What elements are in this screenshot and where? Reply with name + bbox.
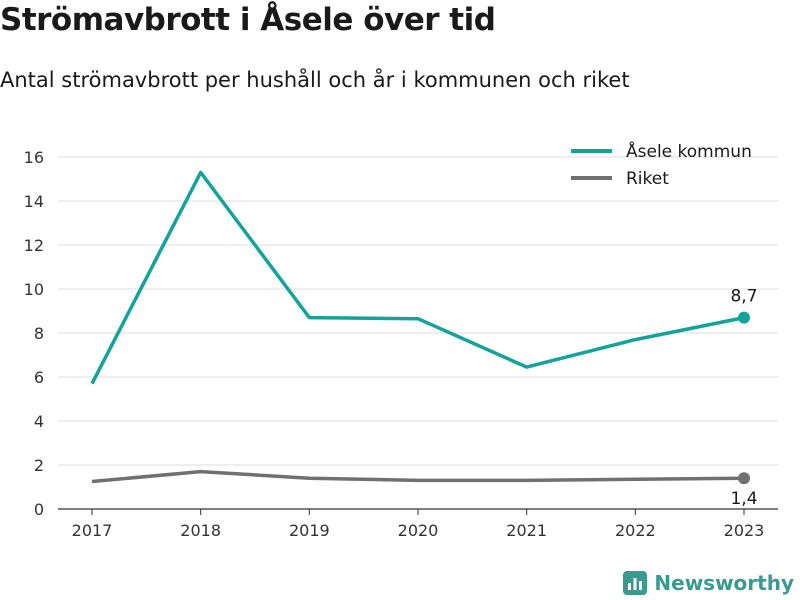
y-tick-label: 16 (24, 148, 44, 167)
legend: Åsele kommun Riket (571, 140, 752, 189)
y-tick-label: 6 (34, 368, 44, 387)
y-tick-label: 12 (24, 236, 44, 255)
x-tick-label: 2023 (724, 521, 765, 540)
x-axis: 2017 2018 2019 2020 2021 2022 2023 (58, 508, 778, 540)
newsworthy-logo-icon (623, 571, 648, 595)
series-end-point (738, 311, 750, 324)
x-tick-label: 2021 (506, 521, 547, 540)
y-tick-label: 10 (24, 280, 44, 299)
data-label: 1,4 (730, 489, 757, 509)
x-tick-label: 2020 (398, 521, 439, 540)
legend-label: Åsele kommun (626, 140, 752, 162)
series-end-point (738, 472, 750, 485)
series-line (91, 469, 745, 484)
y-tick-label: 0 (34, 500, 44, 519)
series-line (90, 170, 745, 385)
x-tick-label: 2018 (180, 521, 221, 540)
y-tick-label: 8 (34, 324, 44, 343)
grid-lines (58, 156, 778, 466)
chart-subtitle: Antal strömavbrott per hushåll och år i … (0, 68, 630, 92)
y-axis-ticks: 0 2 4 6 8 10 12 14 16 (24, 148, 44, 519)
series-layer: 8,7 1,4 (90, 170, 758, 509)
newsworthy-logo: Newsworthy (622, 570, 794, 596)
y-tick-label: 4 (34, 412, 44, 431)
chart-title: Strömavbrott i Åsele över tid (0, 2, 496, 38)
newsworthy-logo-text: Newsworthy (654, 571, 794, 595)
legend-label: Riket (626, 169, 669, 189)
x-tick-label: 2022 (615, 521, 656, 540)
x-tick-label: 2017 (72, 521, 113, 540)
x-tick-label: 2019 (289, 521, 330, 540)
y-tick-label: 14 (24, 192, 44, 211)
data-label: 8,7 (730, 287, 757, 307)
y-tick-label: 2 (34, 456, 44, 475)
